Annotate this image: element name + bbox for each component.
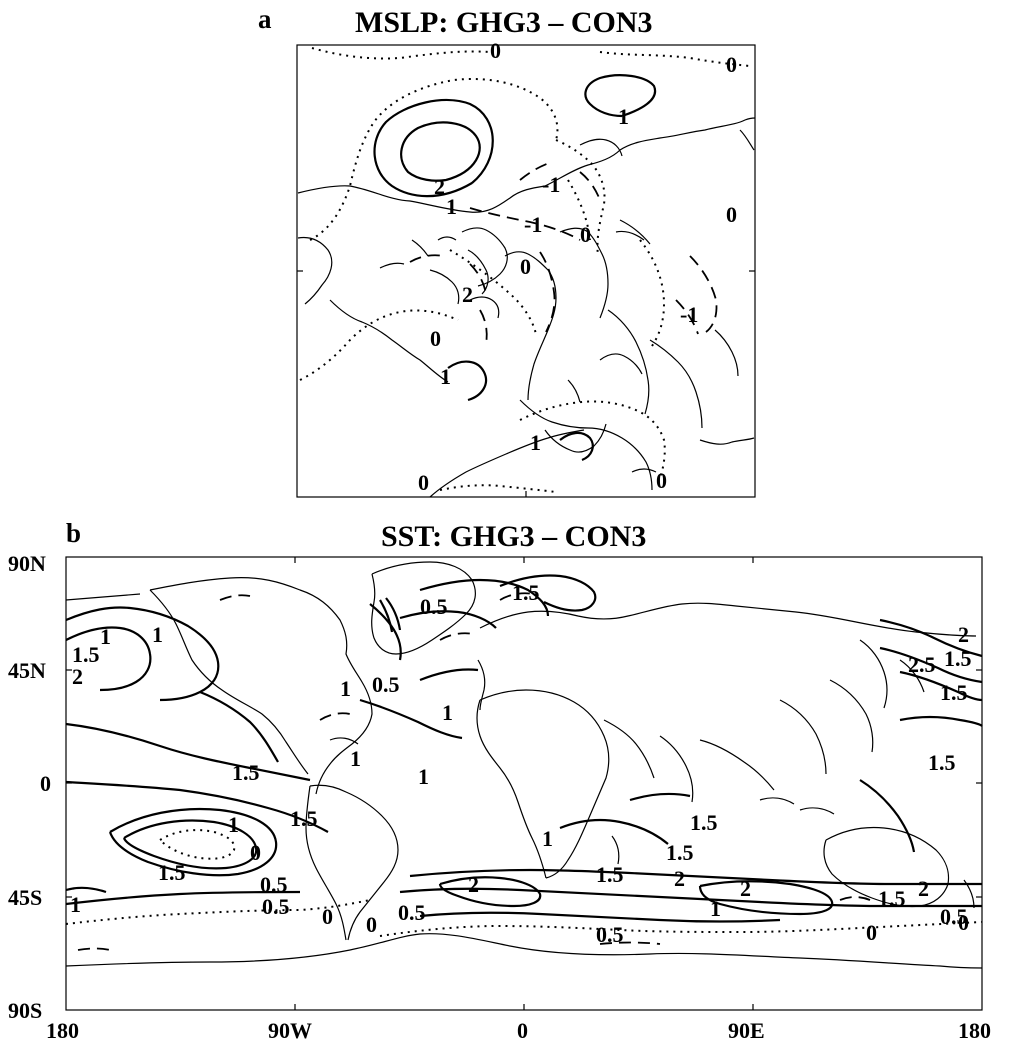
contour-label: 1: [542, 826, 553, 851]
lon-tick-label: 90E: [728, 1018, 765, 1042]
contour-label: 2: [434, 174, 445, 199]
contour-label: -1: [542, 172, 560, 197]
contour-label: 0: [726, 202, 737, 227]
contour-label: 2: [674, 866, 685, 891]
contour-label: 2: [462, 282, 473, 307]
contour-label: -1: [680, 302, 698, 327]
contour-label: 0.5: [260, 872, 288, 897]
panel-a-coastlines: [297, 117, 756, 498]
contour-label: 1: [350, 746, 361, 771]
contour-label: 1.5: [940, 680, 968, 705]
contour-label: 1: [440, 364, 451, 389]
panel-b-ticks: [66, 557, 982, 1010]
lat-tick-label: 90S: [8, 998, 42, 1023]
contour-label: 2: [72, 664, 83, 689]
panel-b-map: 90N 45N 0 45S 90S 180 90W 0 90E 180: [8, 551, 991, 1042]
panel-a-letter: a: [258, 4, 272, 34]
contour-label: 0: [866, 920, 877, 945]
panel-b-coastlines: [65, 561, 983, 969]
lat-tick-label: 45S: [8, 885, 42, 910]
contour-label: 0: [656, 468, 667, 493]
contour-label: 1.5: [666, 840, 694, 865]
contour-label: 0: [580, 222, 591, 247]
contour-label: 1.5: [290, 806, 318, 831]
contour-label: 0: [430, 326, 441, 351]
contour-label: 1: [70, 892, 81, 917]
contour-label: 0: [958, 910, 969, 935]
contour-label: 1: [228, 812, 239, 837]
contour-label: 2: [740, 876, 751, 901]
panel-b-contour-labels: 1.5 1 1 2 0.5 1.5 1 0.5 1 1.5 1 1 1 1.5 …: [70, 580, 972, 947]
contour-label: 2.5: [908, 652, 936, 677]
contour-label: 1: [530, 430, 541, 455]
contour-label: 1: [152, 622, 163, 647]
contour-label: 0: [250, 840, 261, 865]
lon-tick-label: 180: [46, 1018, 79, 1042]
lat-tick-label: 45N: [8, 658, 46, 683]
contour-label: 1: [446, 194, 457, 219]
contour-label: 2: [918, 876, 929, 901]
contour-label: 1.5: [232, 760, 260, 785]
contour-label: 0.5: [940, 904, 968, 929]
contour-label: 2: [468, 872, 479, 897]
contour-label: 0: [322, 904, 333, 929]
contour-label: 0.5: [262, 894, 290, 919]
contour-label: 1.5: [596, 862, 624, 887]
contour-label: 0: [490, 38, 501, 63]
contour-label: 0.5: [420, 594, 448, 619]
contour-label: 0.5: [398, 900, 426, 925]
contour-label: 1: [442, 700, 453, 725]
contour-label: 0.5: [372, 672, 400, 697]
contour-label: 1: [340, 676, 351, 701]
contour-label: 0: [366, 912, 377, 937]
contour-label: 1: [100, 624, 111, 649]
lat-tick-label: 90N: [8, 551, 46, 576]
lat-tick-label: 0: [40, 771, 51, 796]
lon-tick-label: 0: [517, 1018, 528, 1042]
panel-b-letter: b: [66, 518, 82, 548]
contour-label: -1: [524, 212, 542, 237]
contour-label: 0: [520, 254, 531, 279]
panel-a-contour-labels: 0 0 1 2 1 -1 -1 0 0 0 2 0 -1 1 1 0 0: [418, 38, 737, 495]
contour-label: 1.5: [512, 580, 540, 605]
contour-label: 1.5: [928, 750, 956, 775]
contour-label: 1.5: [878, 886, 906, 911]
contour-label: 1.5: [158, 860, 186, 885]
contour-label: 1.5: [944, 646, 972, 671]
panel-b-title: SST: GHG3 – CON3: [381, 520, 647, 553]
contour-label: 1: [618, 104, 629, 129]
panel-b-frame: [65, 556, 983, 1011]
panel-a-map: 0 0 1 2 1 -1 -1 0 0 0 2 0 -1 1 1 0 0: [296, 38, 756, 498]
contour-label: 1.5: [72, 642, 100, 667]
contour-label: 1: [418, 764, 429, 789]
panel-a-contours: [299, 47, 751, 493]
panel-b-contours: [65, 574, 983, 951]
panel-a-title: MSLP: GHG3 – CON3: [355, 6, 653, 39]
lon-tick-label: 90W: [268, 1018, 312, 1042]
contour-label: 1.5: [690, 810, 718, 835]
lon-tick-label: 180: [958, 1018, 991, 1042]
contour-label: 0: [726, 52, 737, 77]
contour-label: 1: [710, 896, 721, 921]
contour-label: 0.5: [596, 922, 624, 947]
contour-label: 2: [958, 622, 969, 647]
contour-label: 0: [418, 470, 429, 495]
